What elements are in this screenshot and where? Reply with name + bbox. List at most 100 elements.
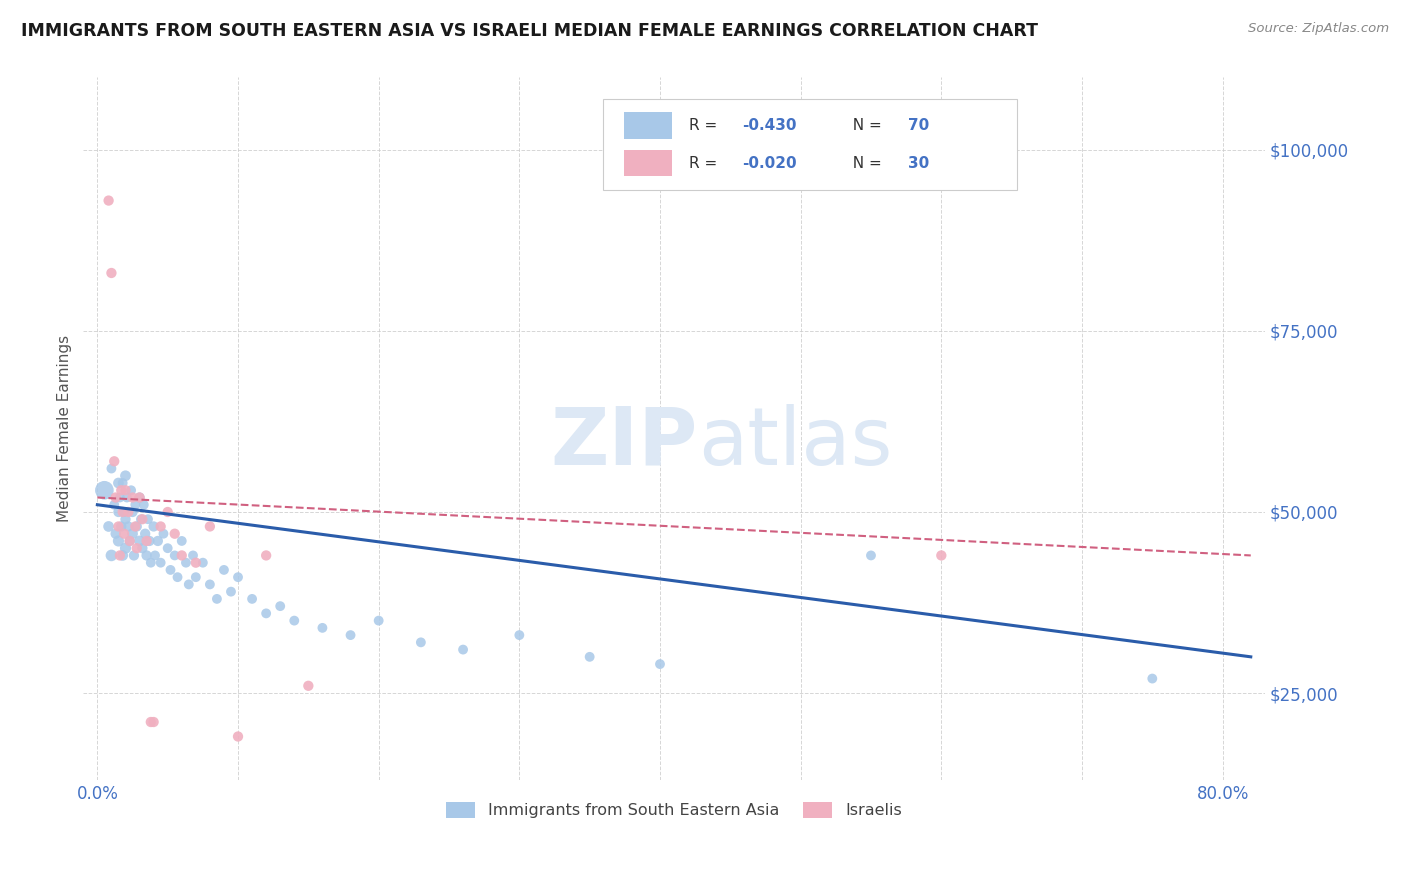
Point bbox=[254, 607, 277, 621]
Point bbox=[121, 505, 143, 519]
Point bbox=[177, 577, 200, 591]
Point bbox=[122, 549, 145, 563]
Point bbox=[110, 483, 132, 498]
Point bbox=[166, 570, 188, 584]
Point bbox=[125, 541, 148, 556]
Text: Source: ZipAtlas.com: Source: ZipAtlas.com bbox=[1249, 22, 1389, 36]
Point bbox=[135, 549, 157, 563]
Point bbox=[136, 512, 159, 526]
Legend: Immigrants from South Eastern Asia, Israelis: Immigrants from South Eastern Asia, Isra… bbox=[440, 796, 908, 825]
Point bbox=[149, 556, 172, 570]
Point bbox=[283, 614, 305, 628]
Point bbox=[111, 549, 134, 563]
Point bbox=[118, 533, 141, 548]
Text: N =: N = bbox=[844, 118, 887, 133]
FancyBboxPatch shape bbox=[603, 98, 1017, 190]
Point bbox=[100, 461, 122, 475]
Point bbox=[124, 519, 146, 533]
Point bbox=[121, 491, 143, 505]
Point bbox=[107, 475, 129, 490]
Point bbox=[1142, 672, 1164, 686]
Point bbox=[138, 533, 160, 548]
Point bbox=[131, 512, 153, 526]
Point bbox=[163, 549, 186, 563]
Text: 70: 70 bbox=[908, 118, 929, 133]
Point bbox=[254, 549, 277, 563]
Point bbox=[339, 628, 361, 642]
Point bbox=[112, 505, 135, 519]
Point bbox=[121, 526, 143, 541]
Point bbox=[103, 498, 125, 512]
Point bbox=[93, 483, 115, 498]
Text: atlas: atlas bbox=[697, 404, 891, 482]
Point bbox=[142, 519, 165, 533]
Text: -0.430: -0.430 bbox=[742, 118, 797, 133]
Point bbox=[451, 642, 474, 657]
Text: N =: N = bbox=[844, 155, 887, 170]
Point bbox=[311, 621, 333, 635]
Point bbox=[159, 563, 181, 577]
Point bbox=[212, 563, 235, 577]
Point bbox=[117, 519, 139, 533]
Point bbox=[219, 584, 242, 599]
Point bbox=[97, 194, 120, 208]
Point bbox=[184, 556, 207, 570]
Point bbox=[578, 649, 600, 664]
Point bbox=[107, 505, 129, 519]
Point bbox=[269, 599, 291, 614]
Point bbox=[170, 533, 193, 548]
Point bbox=[120, 483, 142, 498]
Point bbox=[108, 491, 131, 505]
Point bbox=[128, 491, 150, 505]
Point bbox=[409, 635, 432, 649]
Point bbox=[103, 454, 125, 468]
Point bbox=[135, 533, 157, 548]
Point bbox=[100, 266, 122, 280]
Point bbox=[118, 533, 141, 548]
Text: R =: R = bbox=[689, 155, 723, 170]
Point bbox=[111, 475, 134, 490]
Text: ZIP: ZIP bbox=[550, 404, 697, 482]
Point bbox=[97, 519, 120, 533]
Point bbox=[859, 549, 882, 563]
Bar bbox=[624, 112, 672, 138]
Point bbox=[174, 556, 197, 570]
Point bbox=[125, 519, 148, 533]
Text: IMMIGRANTS FROM SOUTH EASTERN ASIA VS ISRAELI MEDIAN FEMALE EARNINGS CORRELATION: IMMIGRANTS FROM SOUTH EASTERN ASIA VS IS… bbox=[21, 22, 1038, 40]
Text: R =: R = bbox=[689, 118, 723, 133]
Point bbox=[139, 556, 162, 570]
Point bbox=[170, 549, 193, 563]
Point bbox=[929, 549, 952, 563]
Point bbox=[115, 491, 138, 505]
Point bbox=[132, 498, 155, 512]
Point bbox=[156, 505, 179, 519]
Point bbox=[191, 556, 214, 570]
Point bbox=[142, 714, 165, 729]
Point bbox=[181, 549, 204, 563]
Point bbox=[163, 526, 186, 541]
Y-axis label: Median Female Earnings: Median Female Earnings bbox=[58, 335, 72, 522]
Point bbox=[184, 570, 207, 584]
Point bbox=[128, 533, 150, 548]
Point bbox=[143, 549, 166, 563]
Text: -0.020: -0.020 bbox=[742, 155, 797, 170]
Point bbox=[508, 628, 530, 642]
Bar bbox=[624, 150, 672, 177]
Point bbox=[117, 505, 139, 519]
Point bbox=[149, 519, 172, 533]
Point bbox=[108, 549, 131, 563]
Point bbox=[226, 730, 249, 744]
Point bbox=[107, 519, 129, 533]
Point bbox=[648, 657, 671, 671]
Point bbox=[104, 491, 127, 505]
Point bbox=[114, 483, 136, 498]
Point bbox=[124, 498, 146, 512]
Point bbox=[134, 526, 156, 541]
Point bbox=[240, 591, 263, 606]
Point bbox=[152, 526, 174, 541]
Point bbox=[205, 591, 228, 606]
Point bbox=[107, 533, 129, 548]
Point bbox=[110, 519, 132, 533]
Point bbox=[128, 491, 150, 505]
Point bbox=[112, 526, 135, 541]
